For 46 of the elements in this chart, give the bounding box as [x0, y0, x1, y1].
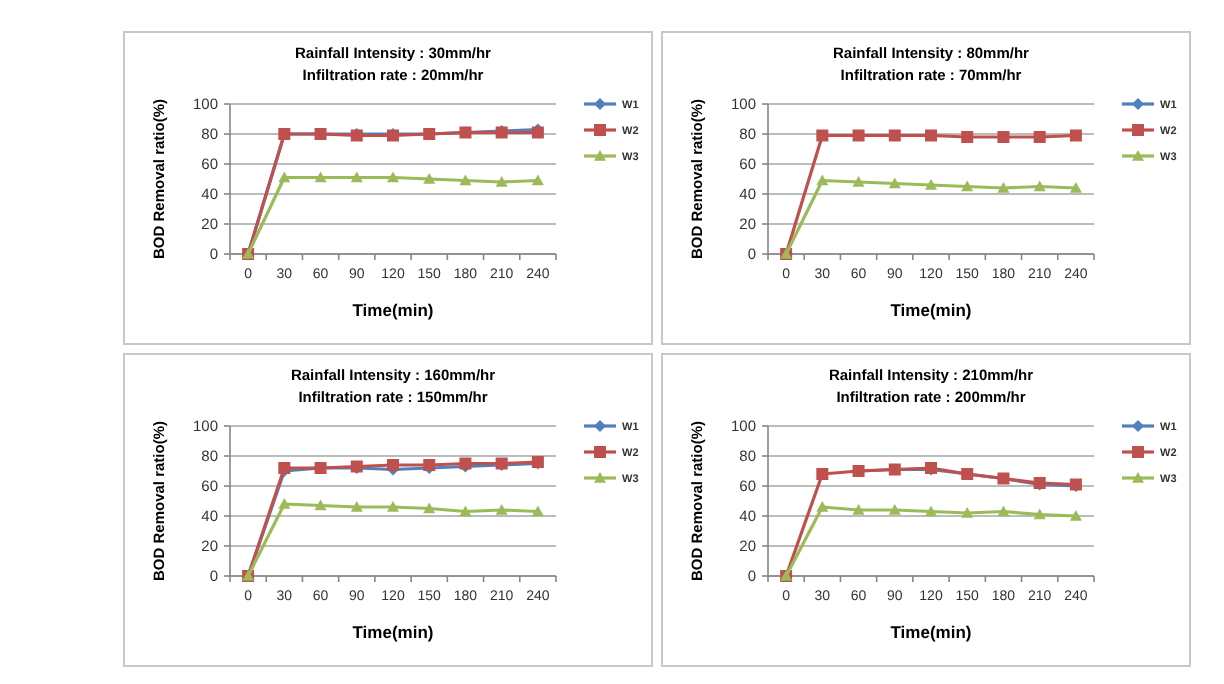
- point: [961, 180, 974, 192]
- point: [1069, 182, 1082, 193]
- point: [852, 129, 865, 142]
- point: [387, 501, 399, 512]
- x-axis-title: Time(min): [890, 622, 972, 642]
- point: [531, 505, 544, 517]
- point: [387, 459, 399, 471]
- point: [350, 501, 363, 512]
- point: [816, 174, 829, 186]
- point: [423, 502, 436, 514]
- point: [459, 505, 472, 517]
- x-axis-title: Time(min): [890, 300, 972, 320]
- point: [495, 176, 508, 187]
- point: [888, 504, 901, 515]
- x-axis-title: Time(min): [352, 622, 434, 642]
- point: [314, 171, 327, 183]
- point: [423, 173, 436, 184]
- point: [1033, 131, 1046, 143]
- point: [1069, 129, 1082, 142]
- point: [925, 505, 937, 517]
- point: [925, 129, 937, 142]
- point: [350, 171, 363, 183]
- point: [495, 504, 508, 515]
- point: [997, 131, 1010, 143]
- point: [1033, 180, 1046, 192]
- point: [1069, 510, 1082, 521]
- point: [961, 131, 974, 143]
- point: [888, 177, 901, 189]
- point: [531, 174, 544, 186]
- point: [888, 129, 901, 142]
- point: [961, 507, 974, 518]
- point: [314, 499, 327, 511]
- point: [925, 179, 937, 190]
- point: [997, 505, 1010, 517]
- point: [278, 498, 291, 509]
- point: [1033, 508, 1046, 520]
- point: [278, 171, 291, 183]
- point: [852, 176, 865, 187]
- x-axis-title: Time(min): [352, 300, 434, 320]
- point: [816, 501, 829, 512]
- point: [816, 468, 829, 480]
- point: [816, 129, 829, 142]
- point: [852, 504, 865, 515]
- point: [459, 174, 472, 186]
- point: [997, 182, 1010, 193]
- point: [387, 171, 399, 183]
